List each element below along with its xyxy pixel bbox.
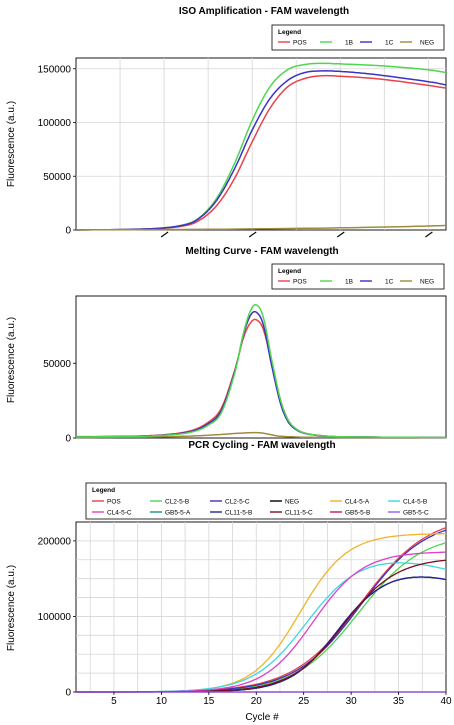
chart2-title: Melting Curve - FAM wavelength	[185, 246, 338, 257]
chart1-x-ticks	[160, 231, 433, 238]
chart1-legend-1b: 1B	[345, 40, 353, 47]
chart1-legend-pos: POS	[293, 40, 307, 47]
chart1-x-tick-fragment	[248, 231, 257, 238]
chart3-legend: Legend POS CL2-5-B CL2-5-C NEG CL4-5-A CL4-5-…	[85, 482, 447, 520]
chart3-title: PCR Cycling - FAM wavelength	[188, 440, 335, 451]
chart2-legend-1b: 1B	[345, 279, 353, 286]
chart3-legend-label: GB5-5-B	[345, 510, 370, 517]
chart1-x-tick-fragment	[425, 231, 433, 238]
chart3-legend-label: GB5-5-C	[403, 510, 429, 517]
chart1-y-tick-label: 50000	[43, 172, 71, 183]
chart2-series-line	[75, 431, 447, 439]
chart3-legend-label: GB5-5-A	[165, 510, 191, 517]
chart1-y-tick-label: 0	[65, 226, 71, 237]
chart3-grid	[76, 522, 446, 692]
chart3-x-tick-label: 35	[393, 696, 405, 707]
chart3-legend-title: Legend	[92, 487, 115, 494]
chart3-legend-label: CL4-5-B	[403, 499, 427, 506]
chart3-y-ticks: 0 100000 200000	[38, 536, 76, 699]
chart1-title: ISO Amplification - FAM wavelength	[179, 6, 349, 17]
chart3-x-tick-label: 30	[346, 696, 358, 707]
chart2-series-line	[75, 303, 446, 439]
chart3-legend-label: CL4-5-C	[107, 510, 132, 517]
chart1-series	[75, 62, 447, 231]
chart1-legend: Legend POS 1B 1C NEG	[271, 24, 445, 51]
chart2-y-axis-label: Fluorescence (a.u.)	[6, 317, 17, 403]
chart3-x-tick-label: 20	[251, 696, 263, 707]
chart3-legend-label: CL2-5-C	[225, 499, 250, 506]
chart1-x-tick-fragment	[160, 231, 169, 238]
chart3-legend-label: POS	[107, 499, 121, 506]
chart1-y-tick-label: 150000	[38, 64, 72, 75]
chart3-y-tick-label: 200000	[38, 536, 72, 547]
chart3-x-tick-label: 40	[440, 696, 452, 707]
chart2-legend-1c: 1C	[385, 279, 394, 286]
chart3-x-tick-label: 5	[111, 696, 117, 707]
chart3-x-axis-label: Cycle #	[245, 712, 279, 723]
chart3-y-tick-label: 0	[65, 688, 71, 699]
chart1-legend-neg: NEG	[420, 40, 434, 47]
chart1-series-line	[76, 74, 447, 231]
chart2-y-tick-label: 0	[65, 434, 71, 445]
chart1-grid	[76, 58, 446, 230]
chart3-series	[76, 527, 447, 693]
chart1-series-line	[75, 70, 447, 231]
chart3-legend-label: CL11-5-C	[285, 510, 313, 517]
chart1-plot-area	[75, 57, 447, 231]
chart1-x-tick-fragment	[336, 231, 345, 238]
chart3-x-tick-label: 10	[156, 696, 168, 707]
chart2-y-ticks: 0 50000	[43, 359, 76, 445]
chart3-legend-label: CL2-5-B	[165, 499, 189, 506]
chart1-legend-1c: 1C	[385, 40, 394, 47]
chart1-legend-title: Legend	[278, 29, 301, 36]
chart3-legend-label: CL4-5-A	[345, 499, 370, 506]
chart1-y-tick-label: 100000	[38, 118, 72, 129]
chart2-legend-pos: POS	[293, 279, 307, 286]
chart2-series	[75, 303, 447, 439]
chart3-y-tick-label: 100000	[38, 612, 72, 623]
chart3-y-axis-label: Fluorescence (a.u.)	[6, 565, 17, 651]
chart3-legend-label: CL11-5-B	[225, 510, 252, 517]
chart3-x-tick-label: 15	[203, 696, 215, 707]
chart3-legend-label: NEG	[285, 499, 299, 506]
chart1-y-axis-label: Fluorescence (a.u.)	[6, 101, 17, 187]
chart3-x-tick-label: 25	[298, 696, 310, 707]
chart2-legend-neg: NEG	[420, 279, 434, 286]
chart1-y-ticks: 0 50000 100000 150000	[38, 64, 76, 237]
chart1-series-line	[76, 224, 446, 231]
chart2-legend-title: Legend	[278, 268, 301, 275]
chart3-x-ticks: 5 10 15 20 25 30 35 40	[111, 692, 452, 707]
chart2-y-tick-label: 50000	[43, 359, 71, 370]
chart2-legend: Legend POS 1B 1C NEG	[271, 263, 445, 290]
